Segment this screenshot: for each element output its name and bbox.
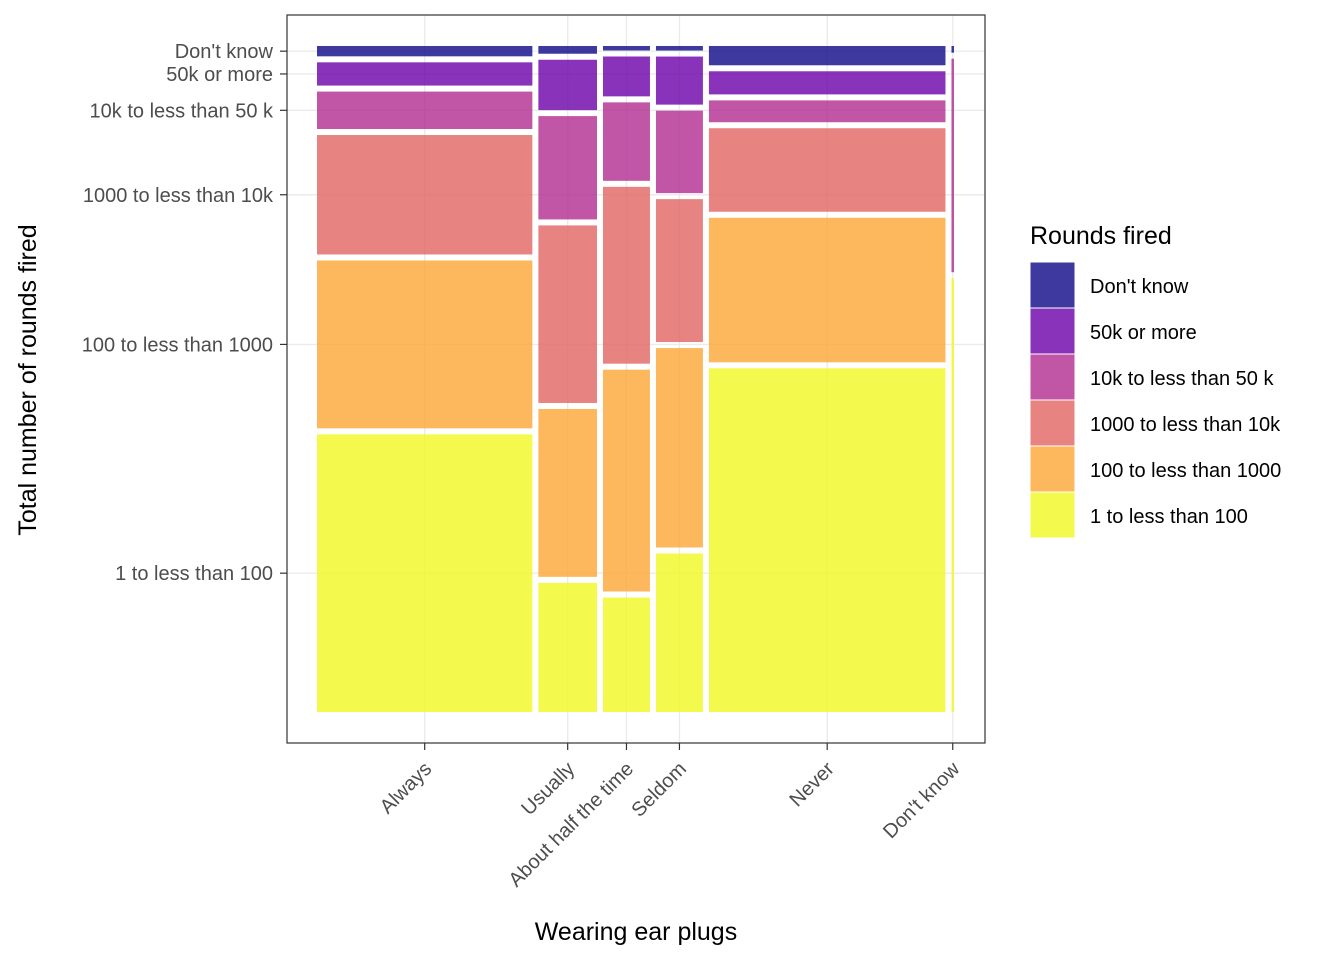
- tile-1-2: [538, 225, 597, 403]
- legend-key-3: [1029, 399, 1076, 447]
- legend-label-2: 10k to less than 50 k: [1090, 368, 1274, 390]
- tile-3-3: [655, 110, 703, 194]
- tile-0-1: [317, 260, 533, 429]
- tile-4-1: [708, 217, 946, 363]
- tile-5-0: [951, 278, 954, 712]
- tile-2-4: [603, 56, 650, 97]
- legend-label-1: 50k or more: [1090, 322, 1197, 344]
- legend-key-5: [1029, 491, 1076, 539]
- y-axis-title: Total number of rounds fired: [14, 224, 42, 535]
- tile-3-4: [655, 56, 703, 105]
- tile-0-3: [317, 91, 533, 130]
- tile-2-5: [603, 46, 650, 51]
- y-tick-label-2: 1000 to less than 10k: [83, 185, 274, 207]
- x-tick-label-3: Seldom: [627, 758, 691, 822]
- tile-5-3: [951, 58, 954, 273]
- tile-1-0: [538, 582, 597, 712]
- tile-3-2: [655, 199, 703, 343]
- tile-3-1: [655, 348, 703, 548]
- tiles-layer: [317, 46, 954, 712]
- tile-2-3: [603, 102, 650, 181]
- tile-2-1: [603, 369, 650, 592]
- legend-label-0: Don't know: [1090, 276, 1189, 298]
- y-tick-label-0: 1 to less than 100: [115, 563, 273, 585]
- y-tick-label-5: Don't know: [175, 41, 274, 63]
- tile-0-2: [317, 135, 533, 255]
- tile-0-4: [317, 62, 533, 86]
- tile-2-0: [603, 597, 650, 712]
- x-tick-label-5: Don't know: [879, 758, 964, 843]
- x-tick-label-0: Always: [376, 758, 436, 818]
- tile-0-0: [317, 434, 533, 712]
- tile-4-5: [708, 46, 946, 66]
- legend-label-5: 1 to less than 100: [1090, 506, 1248, 528]
- y-axis: 1 to less than 100 100 to less than 1000 1…: [82, 41, 287, 585]
- legend-title: Rounds fired: [1030, 222, 1172, 250]
- panel-border: [286, 14, 986, 744]
- y-tick-label-4: 50k or more: [166, 64, 273, 86]
- tile-2-2: [603, 186, 650, 364]
- tile-3-0: [655, 553, 703, 712]
- tile-1-5: [538, 46, 597, 54]
- legend-key-2: [1029, 353, 1076, 401]
- tile-4-3: [708, 100, 946, 123]
- tile-1-4: [538, 59, 597, 111]
- legend-label-3: 1000 to less than 10k: [1090, 414, 1281, 436]
- tile-1-3: [538, 116, 597, 220]
- tile-4-2: [708, 128, 946, 212]
- y-tick-label-1: 100 to less than 1000: [82, 334, 273, 356]
- tile-0-5: [317, 46, 533, 57]
- legend-key-4: [1029, 445, 1076, 493]
- legend-key-0: [1029, 261, 1076, 309]
- x-tick-label-4: Never: [785, 758, 839, 812]
- legend-key-1: [1029, 307, 1076, 355]
- x-axis-title: Wearing ear plugs: [535, 918, 737, 946]
- tile-1-1: [538, 408, 597, 577]
- tile-4-4: [708, 71, 946, 95]
- y-tick-label-3: 10k to less than 50 k: [90, 100, 274, 122]
- legend-label-4: 100 to less than 1000: [1090, 460, 1281, 482]
- tile-5-5: [951, 46, 954, 53]
- tile-3-5: [655, 46, 703, 51]
- tile-4-0: [708, 368, 946, 712]
- legend: Rounds fired Don't know 50k or more 10k to…: [1029, 222, 1281, 539]
